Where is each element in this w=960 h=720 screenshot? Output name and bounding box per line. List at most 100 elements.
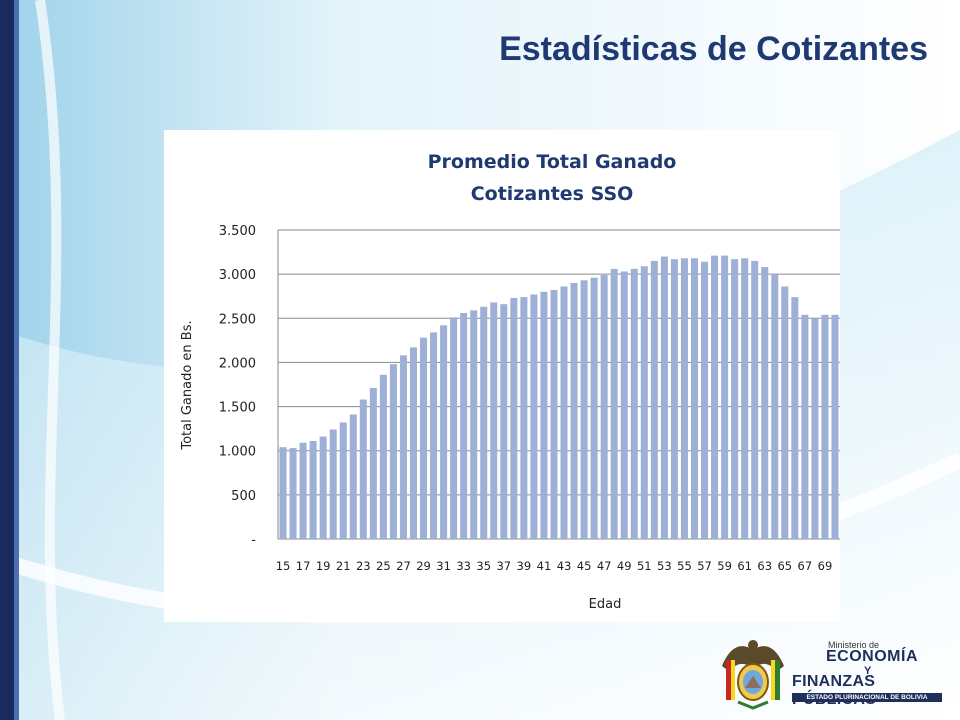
bar <box>420 337 428 539</box>
x-tick-label: 45 <box>577 559 592 573</box>
x-tick-label: 67 <box>798 559 813 573</box>
bar <box>731 259 739 539</box>
x-tick-label: 21 <box>336 559 351 573</box>
bar <box>440 325 448 539</box>
x-tick-label: 49 <box>617 559 632 573</box>
x-tick-label: 43 <box>557 559 572 573</box>
x-tick-label: 19 <box>316 559 331 573</box>
bar <box>520 297 528 539</box>
bar <box>701 261 709 539</box>
chart-title-line: Cotizantes SSO <box>471 183 634 205</box>
x-tick-label: 61 <box>737 559 752 573</box>
coat-of-arms-icon <box>722 640 784 710</box>
bar <box>801 314 809 539</box>
bar <box>630 268 638 539</box>
x-tick-label: 57 <box>697 559 712 573</box>
ministry-y-label: Y <box>864 665 872 677</box>
bar <box>550 290 558 539</box>
x-tick-label: 31 <box>436 559 451 573</box>
bar-chart: Promedio Total Ganado Cotizantes SSO - 500 1… <box>180 151 840 612</box>
bar <box>741 258 749 539</box>
bar <box>771 274 779 539</box>
bar <box>680 258 688 539</box>
y-tick-label: 1.500 <box>219 401 256 416</box>
x-tick-label: 51 <box>637 559 652 573</box>
bar <box>289 448 297 539</box>
x-tick-label: 69 <box>818 559 833 573</box>
x-tick-label: 63 <box>757 559 772 573</box>
bar <box>339 422 347 539</box>
bar <box>450 317 458 539</box>
y-tick-label: 3.000 <box>219 268 256 283</box>
bar <box>670 259 678 539</box>
bar <box>831 314 839 539</box>
y-tick-label: 1.000 <box>219 445 256 460</box>
bar <box>309 441 317 539</box>
bar <box>570 282 578 539</box>
bar <box>430 332 438 539</box>
bar <box>490 302 498 539</box>
ministry-economia-label: ECONOMÍA <box>826 648 918 665</box>
bar <box>319 436 327 539</box>
bar <box>399 355 407 539</box>
x-axis-title: Edad <box>589 597 622 612</box>
bar <box>620 271 628 539</box>
x-tick-label: 37 <box>496 559 511 573</box>
y-tick-label: - <box>251 533 256 548</box>
x-tick-label: 33 <box>456 559 471 573</box>
x-tick-label: 35 <box>476 559 491 573</box>
x-tick-label: 17 <box>296 559 311 573</box>
bar <box>650 260 658 539</box>
bar <box>279 447 287 539</box>
bar <box>690 258 698 539</box>
bar <box>500 304 508 539</box>
bar <box>540 291 548 539</box>
bar <box>409 347 417 539</box>
bar <box>369 388 377 539</box>
x-tick-label: 47 <box>597 559 612 573</box>
ministry-state-bar <box>792 693 942 702</box>
bar <box>510 297 518 539</box>
bar <box>299 442 307 539</box>
chart-panel: Promedio Total Ganado Cotizantes SSO - 500 1… <box>164 130 840 622</box>
y-tick-label: 3.500 <box>219 224 256 239</box>
ministry-small-label: Ministerio de <box>828 640 880 650</box>
bar <box>480 306 488 539</box>
bar <box>470 310 478 539</box>
bar <box>811 318 819 539</box>
x-tick-label: 27 <box>396 559 411 573</box>
x-tick-label: 25 <box>376 559 391 573</box>
bar <box>560 286 568 539</box>
bar <box>329 429 337 539</box>
bar <box>379 374 387 539</box>
bar <box>821 314 829 539</box>
bar <box>660 256 668 539</box>
bar <box>349 414 357 539</box>
bar <box>781 286 789 539</box>
x-tick-label: 59 <box>717 559 732 573</box>
x-tick-label: 23 <box>356 559 371 573</box>
bar <box>791 297 799 539</box>
bar <box>389 364 397 539</box>
chart-title-line: Promedio Total Ganado <box>428 151 677 173</box>
bar <box>751 260 759 539</box>
x-tick-label: 65 <box>777 559 792 573</box>
x-tick-label: 55 <box>677 559 692 573</box>
bar <box>530 294 538 539</box>
bar <box>600 275 608 539</box>
x-tick-label: 29 <box>416 559 431 573</box>
bar <box>590 277 598 539</box>
y-tick-label: 500 <box>231 489 256 504</box>
slide-title: Estadísticas de Cotizantes <box>499 30 928 68</box>
bar <box>359 399 367 539</box>
ministry-finanzas-label: FINANZAS PÚBLICAS <box>792 673 876 708</box>
ministry-logo: Ministerio de ECONOMÍA Y FINANZAS PÚBLIC… <box>718 636 948 712</box>
bar <box>761 267 769 539</box>
bar <box>580 280 588 539</box>
bar <box>610 268 618 539</box>
y-tick-label: 2.000 <box>219 356 256 371</box>
x-tick-label: 15 <box>276 559 291 573</box>
bar <box>711 255 719 540</box>
x-tick-label: 53 <box>657 559 672 573</box>
ministry-state-label: ESTADO PLURINACIONAL DE BOLIVIA <box>806 694 928 701</box>
